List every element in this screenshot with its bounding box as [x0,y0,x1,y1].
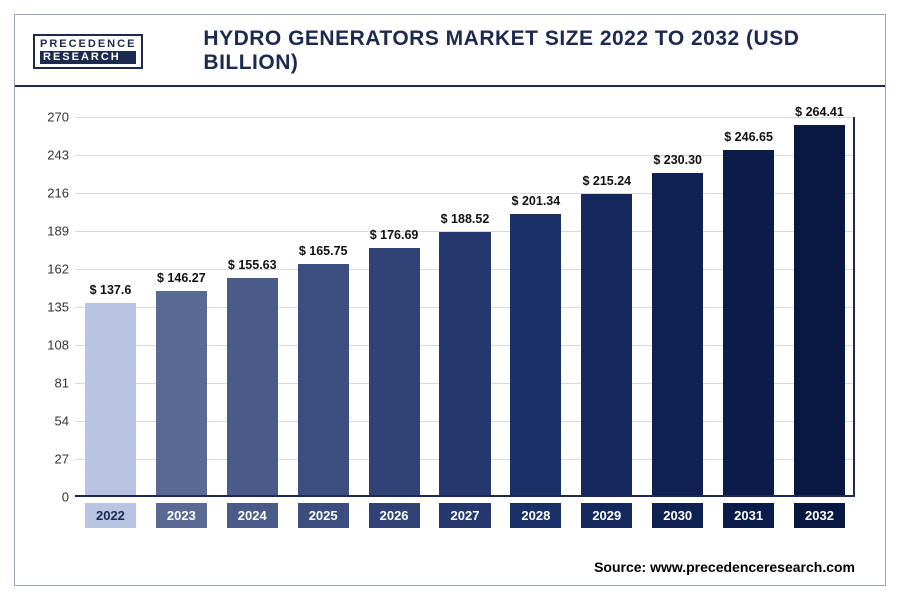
bar: $ 264.41 [794,125,845,497]
y-tick-label: 216 [29,186,69,201]
x-label-slot: 2022 [75,503,146,528]
x-tick-label: 2024 [227,503,278,528]
bar: $ 146.27 [156,291,207,497]
source-url: www.precedenceresearch.com [650,559,855,575]
bar-slot: $ 246.65 [713,117,784,497]
bar-value-label: $ 246.65 [724,130,773,144]
x-label-slot: 2027 [430,503,501,528]
bar-slot: $ 230.30 [642,117,713,497]
y-tick-label: 243 [29,148,69,163]
x-label-slot: 2025 [288,503,359,528]
bar-slot: $ 264.41 [784,117,855,497]
x-axis-labels: 2022 2023 2024 2025 2026 2027 2028 2029 2030 2031… [75,503,855,528]
y-tick-label: 54 [29,414,69,429]
bar-slot: $ 176.69 [359,117,430,497]
logo: PRECEDENCE RESEARCH [33,34,143,69]
chart-title: HYDRO GENERATORS MARKET SIZE 2022 TO 203… [203,27,867,75]
x-tick-label: 2027 [439,503,490,528]
bar-value-label: $ 146.27 [157,271,206,285]
bar-value-label: $ 165.75 [299,244,348,258]
x-tick-label: 2031 [723,503,774,528]
x-tick-label: 2022 [85,503,136,528]
bar-slot: $ 165.75 [288,117,359,497]
x-tick-label: 2030 [652,503,703,528]
chart-area: 0 27 54 81 108 135 162 189 216 243 270 $ 137.6 $ 14… [15,87,885,555]
bar-value-label: $ 215.24 [582,174,631,188]
bar: $ 201.34 [510,214,561,497]
bar-value-label: $ 155.63 [228,258,277,272]
bar-value-label: $ 188.52 [441,212,490,226]
bar: $ 176.69 [369,248,420,497]
bar: $ 155.63 [227,278,278,497]
bar-value-label: $ 201.34 [512,194,561,208]
x-tick-label: 2029 [581,503,632,528]
logo-line1: PRECEDENCE [40,39,136,50]
bar: $ 246.65 [723,150,774,497]
x-axis-line [75,495,855,497]
y-tick-label: 27 [29,452,69,467]
chart-card: PRECEDENCE RESEARCH HYDRO GENERATORS MAR… [14,14,886,586]
bar-slot: $ 201.34 [500,117,571,497]
y-tick-label: 162 [29,262,69,277]
y-tick-label: 108 [29,338,69,353]
y-tick-label: 189 [29,224,69,239]
bar-slot: $ 188.52 [430,117,501,497]
bar: $ 188.52 [439,232,490,497]
y-tick-label: 0 [29,490,69,505]
y-tick-label: 135 [29,300,69,315]
bars-container: $ 137.6 $ 146.27 $ 155.63 $ 165.75 $ 176.69 $… [75,117,855,497]
bar: $ 230.30 [652,173,703,497]
bar: $ 215.24 [581,194,632,497]
x-tick-label: 2028 [510,503,561,528]
x-tick-label: 2032 [794,503,845,528]
bar-slot: $ 146.27 [146,117,217,497]
source-label: Source: [594,559,646,575]
bar-slot: $ 155.63 [217,117,288,497]
bar-slot: $ 137.6 [75,117,146,497]
y-tick-label: 270 [29,110,69,125]
x-tick-label: 2026 [369,503,420,528]
x-label-slot: 2028 [500,503,571,528]
x-label-slot: 2032 [784,503,855,528]
source-attribution: Source: www.precedenceresearch.com [15,555,885,585]
bar: $ 137.6 [85,303,136,497]
bar-value-label: $ 230.30 [653,153,702,167]
x-tick-label: 2025 [298,503,349,528]
x-label-slot: 2026 [359,503,430,528]
bar-value-label: $ 137.6 [90,283,132,297]
right-axis-line [853,117,855,497]
bar-value-label: $ 264.41 [795,105,844,119]
bar: $ 165.75 [298,264,349,497]
header: PRECEDENCE RESEARCH HYDRO GENERATORS MAR… [15,15,885,87]
x-tick-label: 2023 [156,503,207,528]
x-label-slot: 2024 [217,503,288,528]
x-label-slot: 2029 [571,503,642,528]
x-label-slot: 2030 [642,503,713,528]
x-label-slot: 2023 [146,503,217,528]
logo-line2: RESEARCH [40,51,136,64]
y-tick-label: 81 [29,376,69,391]
x-label-slot: 2031 [713,503,784,528]
bar-slot: $ 215.24 [571,117,642,497]
bar-value-label: $ 176.69 [370,228,419,242]
chart-plot: 0275481108135162189216243270 $ 137.6$ 14… [75,117,855,497]
